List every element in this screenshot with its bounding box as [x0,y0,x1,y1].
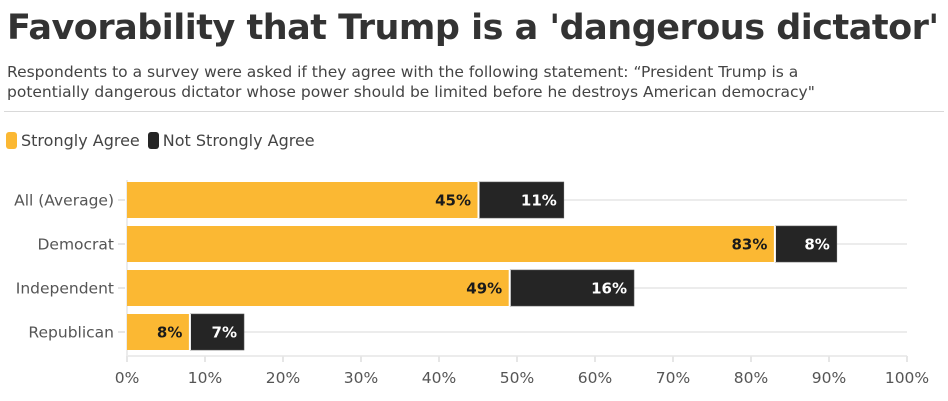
x-tick-label-50: 50% [500,369,534,387]
x-tick-label-10: 10% [188,369,222,387]
legend-item-not-strongly-agree[interactable]: Not Strongly Agree [147,131,315,150]
value-label-not-strongly-agree-independent: 16% [591,280,627,298]
subtitle-line-1: Respondents to a survey were asked if th… [7,63,799,81]
bar-not-strongly-agree-republican [190,313,245,351]
x-tick-label-30: 30% [344,369,378,387]
bar-strongly-agree-independent [127,270,510,306]
x-tick-label-100: 100% [885,369,929,387]
bar-strongly-agree-all-average [127,182,478,218]
bar-not-strongly-agree-all-average [478,181,565,219]
category-label-independent: Independent [16,280,114,298]
bar-not-strongly-agree-independent [509,269,635,307]
value-label-strongly-agree-all-average: 45% [435,192,471,210]
x-tick-label-20: 20% [266,369,300,387]
category-label-all-average: All (Average) [14,192,114,210]
chart-title: Favorability that Trump is a 'dangerous … [7,8,939,48]
value-label-not-strongly-agree-republican: 7% [212,324,237,342]
x-tick-label-0: 0% [115,369,140,387]
bar-strongly-agree-republican [127,314,190,350]
value-label-not-strongly-agree-democrat: 8% [804,236,829,254]
header-divider [4,111,944,112]
subtitle-line-2: potentially dangerous dictator whose pow… [7,83,815,101]
legend-label-not-strongly-agree: Not Strongly Agree [162,131,315,150]
legend-label-strongly-agree: Strongly Agree [21,131,140,150]
legend: Strongly Agree Not Strongly Agree [6,131,323,150]
legend-swatch-not-strongly-agree [147,132,159,149]
chart-subtitle: Respondents to a survey were asked if th… [7,62,937,102]
category-label-republican: Republican [28,324,114,342]
value-label-not-strongly-agree-all-average: 11% [521,192,557,210]
x-tick-label-80: 80% [734,369,768,387]
value-label-strongly-agree-republican: 8% [157,324,182,342]
x-tick-label-90: 90% [812,369,846,387]
category-label-democrat: Democrat [37,236,114,254]
legend-swatch-strongly-agree [6,132,17,149]
legend-item-strongly-agree[interactable]: Strongly Agree [6,131,140,150]
value-label-strongly-agree-independent: 49% [466,280,502,298]
bar-not-strongly-agree-democrat [775,225,838,263]
x-tick-label-70: 70% [656,369,690,387]
value-label-strongly-agree-democrat: 83% [731,236,767,254]
x-tick-label-40: 40% [422,369,456,387]
bar-strongly-agree-democrat [127,226,775,262]
x-tick-label-60: 60% [578,369,612,387]
